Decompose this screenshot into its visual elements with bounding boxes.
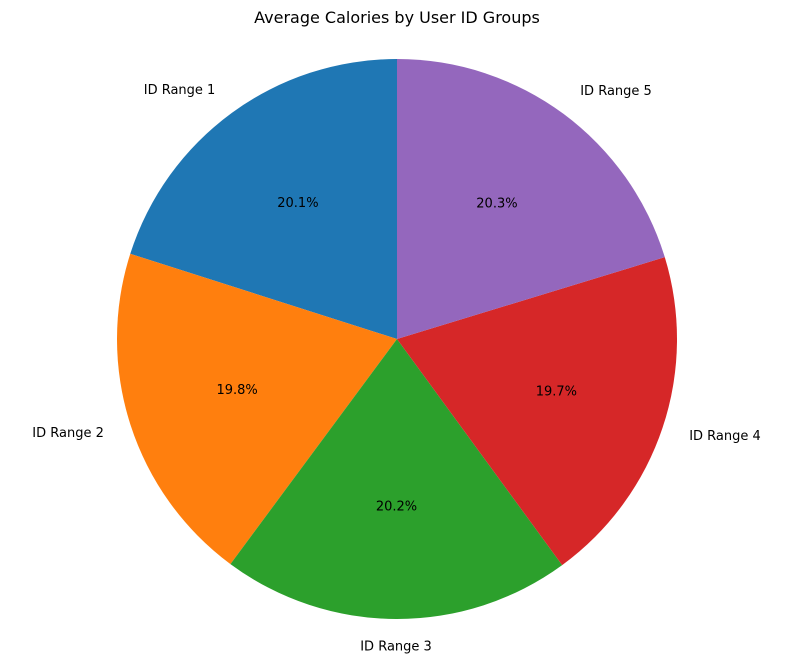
slice-percent-label-3: 20.2% bbox=[376, 500, 417, 515]
slice-percent-label-5: 20.3% bbox=[476, 196, 517, 211]
pie-slice-1 bbox=[130, 59, 397, 339]
slice-percent-label-4: 19.7% bbox=[536, 385, 577, 400]
slice-label-3: ID Range 3 bbox=[360, 640, 432, 655]
pie-slice-4 bbox=[397, 257, 678, 566]
slice-label-1: ID Range 1 bbox=[144, 83, 216, 98]
slice-percent-label-1: 20.1% bbox=[277, 196, 318, 211]
pie-labels: ID Range 1 20.1% ID Range 2 19.8% ID Range 3… bbox=[32, 83, 760, 655]
slice-label-4: ID Range 4 bbox=[689, 429, 761, 444]
slice-label-5: ID Range 5 bbox=[580, 84, 652, 99]
pie-slices bbox=[116, 59, 678, 619]
pie-slice-5 bbox=[397, 59, 665, 339]
pie-slice-2 bbox=[116, 253, 397, 565]
chart-title: Average Calories by User ID Groups bbox=[254, 8, 540, 27]
slice-label-2: ID Range 2 bbox=[32, 426, 104, 441]
slice-percent-label-2: 19.8% bbox=[216, 383, 257, 398]
pie-slice-3 bbox=[230, 339, 563, 619]
